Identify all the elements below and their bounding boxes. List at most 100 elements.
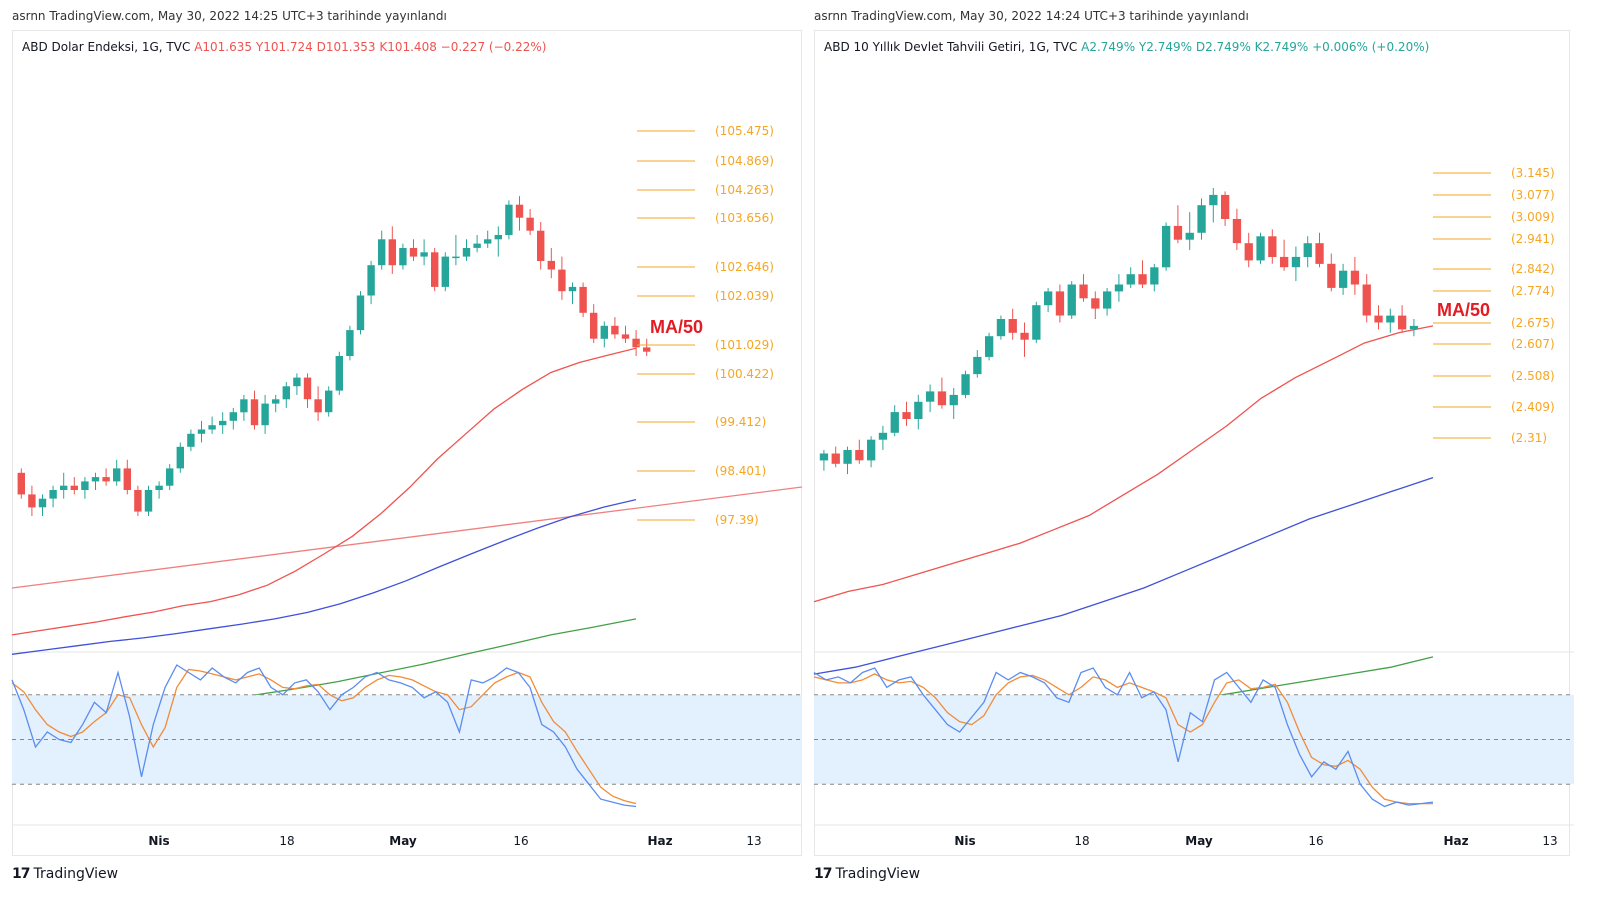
candle-body: [985, 336, 994, 357]
candle-body: [914, 401, 923, 419]
ohlc-open: A2.749%: [1081, 40, 1136, 54]
candle-body: [1315, 243, 1324, 264]
ohlc-open: A101.635: [194, 40, 253, 54]
candle-body: [282, 386, 290, 400]
price-chart-svg[interactable]: (3.145) (3.077) (3.009) (2.941) (2.842) (2.77…: [813, 0, 1574, 913]
candle-body: [261, 403, 269, 426]
candle-body: [473, 243, 481, 248]
candle-body: [1185, 232, 1194, 240]
fib-level-label: (3.145): [1511, 166, 1555, 180]
fib-level-label: (103.656): [715, 211, 774, 225]
candle-body: [1291, 256, 1301, 268]
ma50-annotation: MA/50: [1437, 300, 1490, 320]
candle-body: [166, 468, 174, 486]
published-note: asrnn TradingView.com, May 30, 2022 14:2…: [12, 9, 447, 23]
fib-level-label: (101.029): [715, 338, 774, 352]
candle-body: [505, 204, 513, 235]
candle-body: [38, 498, 47, 508]
fib-level-label: (2.31): [1511, 431, 1547, 445]
tradingview-logo: 17 TradingView: [814, 866, 921, 882]
x-tick-label: 13: [746, 834, 761, 848]
fib-level-label: (2.607): [1511, 337, 1555, 351]
candle-body: [926, 391, 935, 402]
ohlc-close: K101.408: [379, 40, 437, 54]
fib-level-label: (2.941): [1511, 232, 1555, 246]
candle-body: [17, 472, 25, 495]
fib-level-label: (2.409): [1511, 400, 1555, 414]
candle-body: [1032, 305, 1041, 340]
ohlc-high: Y101.724: [255, 40, 313, 54]
candle-body: [1114, 284, 1124, 292]
candle-body: [388, 239, 396, 266]
ohlc-low: D101.353: [316, 40, 376, 54]
candle-body: [843, 450, 852, 464]
stochastic-d-line: [11, 668, 637, 805]
candle-body: [1020, 332, 1029, 340]
candle-body: [60, 485, 68, 490]
chart-frame: [12, 30, 802, 856]
candle-body: [1008, 319, 1017, 333]
candle-body: [250, 399, 259, 426]
fib-level-label: (2.842): [1511, 262, 1555, 276]
candle-body: [494, 235, 502, 240]
fib-level-label: (3.009): [1511, 210, 1555, 224]
candle-body: [1409, 325, 1419, 330]
candle-body: [632, 338, 640, 348]
x-tick-label: Haz: [1443, 834, 1468, 848]
candle-body: [176, 446, 184, 469]
candle-body: [1362, 284, 1371, 316]
x-tick-label: Nis: [954, 834, 975, 848]
candle-body: [515, 204, 524, 218]
candle-body: [1173, 225, 1183, 240]
fib-level-label: (98.401): [715, 464, 766, 478]
candle-body: [1280, 256, 1289, 268]
candle-body: [346, 330, 354, 356]
fib-level-label: (104.263): [715, 183, 774, 197]
candle-body: [399, 248, 407, 266]
candle-body: [303, 377, 312, 400]
candle-body: [1044, 291, 1053, 306]
candle-body: [878, 432, 888, 440]
fib-level-label: (97.39): [715, 513, 759, 527]
candle-body: [1221, 194, 1230, 219]
candle-body: [208, 425, 216, 430]
ohlc-low: D2.749%: [1195, 40, 1251, 54]
candle-body: [1197, 205, 1206, 233]
symbol-name: ABD 10 Yıllık Devlet Tahvili Getiri, 1G,…: [824, 40, 1078, 54]
candle-body: [621, 334, 630, 339]
fib-level-label: (102.039): [715, 289, 774, 303]
x-tick-label: May: [1185, 834, 1213, 848]
candle-body: [890, 412, 899, 433]
fib-level-label: (99.412): [715, 415, 766, 429]
candle-body: [1386, 315, 1395, 323]
candle-body: [831, 453, 840, 464]
price-chart-svg[interactable]: (105.475) (104.869) (104.263) (103.656) (102…: [11, 0, 803, 913]
x-tick-label: 18: [1074, 834, 1089, 848]
candle-body: [314, 399, 322, 413]
candle-body: [1398, 315, 1407, 330]
chart-panel-us10y: asrnn TradingView.com, May 30, 2022 14:2…: [813, 0, 1600, 913]
candle-body: [28, 494, 36, 508]
stochastic-k-line: [813, 667, 1434, 808]
tradingview-logo: 17 TradingView: [12, 866, 119, 882]
candle-body: [325, 390, 333, 413]
candle-body: [49, 490, 57, 499]
candle-body: [431, 252, 439, 287]
candle-body: [70, 485, 78, 490]
candle-body: [1232, 219, 1242, 244]
chart-legend: ABD Dolar Endeksi, 1G, TVC A101.635 Y101…: [22, 40, 546, 54]
candle-body: [1256, 236, 1265, 261]
ma50-line: [813, 325, 1434, 603]
chart-frame: [814, 30, 1570, 856]
candle-body: [462, 248, 471, 257]
candle-body: [240, 399, 248, 413]
chart-legend: ABD 10 Yıllık Devlet Tahvili Getiri, 1G,…: [824, 40, 1429, 54]
x-tick-label: 18: [279, 834, 294, 848]
candle-body: [102, 477, 110, 482]
candle-body: [600, 325, 608, 339]
candle-body: [293, 377, 301, 387]
x-tick-label: Nis: [148, 834, 169, 848]
candle-body: [537, 230, 545, 261]
fib-level-label: (105.475): [715, 124, 774, 138]
x-tick-label: Haz: [647, 834, 672, 848]
